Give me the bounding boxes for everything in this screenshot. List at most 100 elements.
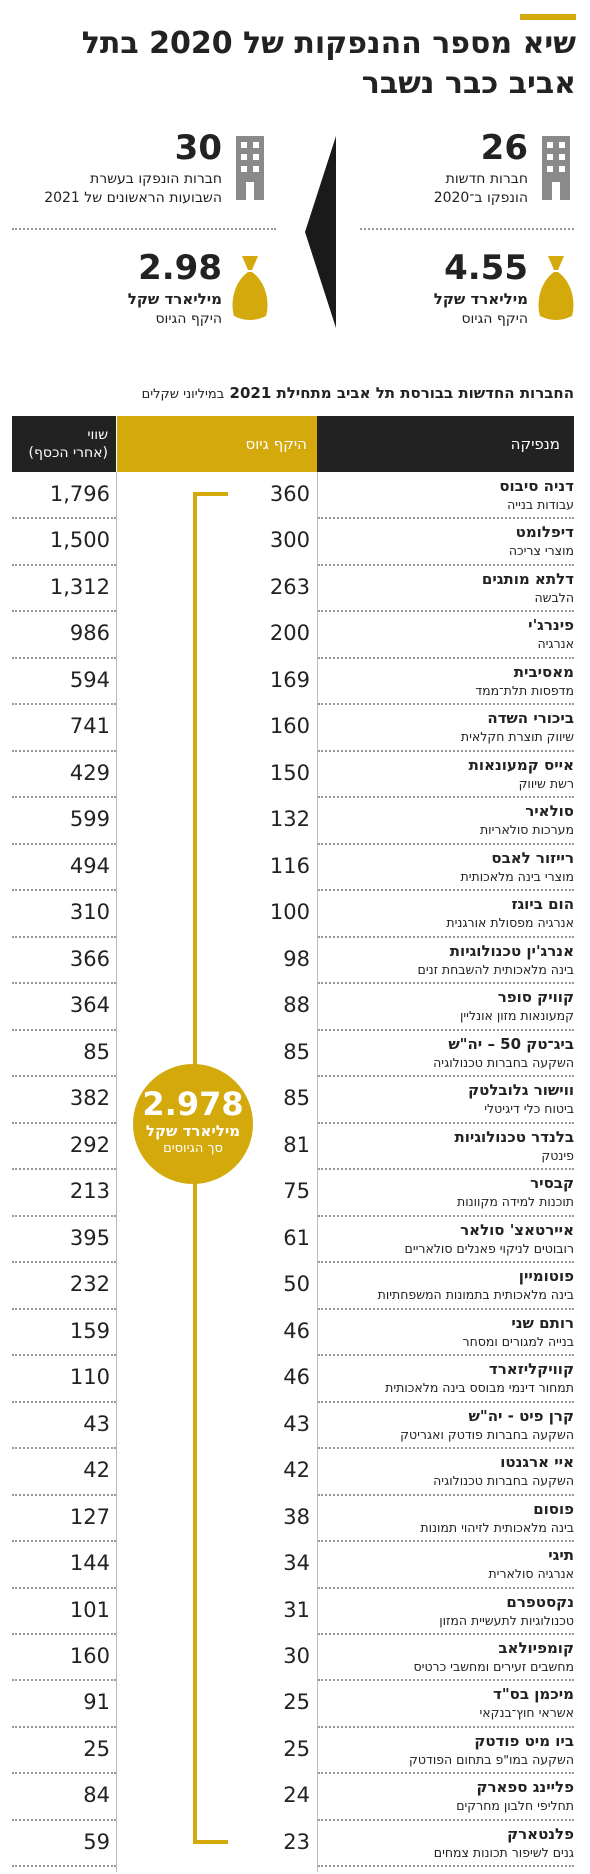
- raise-amount: 25: [283, 1736, 310, 1761]
- row-divider: [12, 563, 116, 566]
- building-icon: [236, 136, 264, 200]
- stat-count: 26: [480, 128, 528, 168]
- row-divider: [318, 1586, 574, 1589]
- raise-amount: 98: [283, 946, 310, 971]
- company-sector: השקעה בחברות טכנולוגיה: [433, 1473, 574, 1489]
- company-name: קוויק סופר: [497, 988, 574, 1007]
- valuation: 494: [69, 853, 110, 878]
- company-sector: תמחור דינמי מבוסס בינה מלאכותית: [385, 1380, 574, 1396]
- raise-amount: 30: [283, 1644, 310, 1668]
- raise-amount: 50: [283, 1272, 310, 1297]
- company-sector: אשראי חוץ־בנקאי: [479, 1705, 574, 1721]
- raise-amount: 88: [283, 993, 310, 1018]
- divider: [12, 228, 276, 230]
- raise-amount: 46: [283, 1365, 310, 1390]
- row-divider: [12, 1354, 116, 1357]
- company-name: נקסטפרם: [506, 1592, 574, 1611]
- valuation: 127: [69, 1504, 110, 1529]
- row-divider: [318, 1818, 574, 1821]
- company-sector: השקעה במו"פ בתחום הפודטק: [409, 1751, 574, 1767]
- raise-amount: 31: [283, 1597, 310, 1622]
- row-divider: [12, 935, 116, 938]
- row-divider: [318, 1679, 574, 1682]
- row-divider: [12, 982, 116, 985]
- raise-amount: 23: [283, 1829, 310, 1854]
- company-sector: שיווק תוצרת חקלאית: [460, 729, 574, 745]
- row-divider: [318, 749, 574, 752]
- column-rule: [116, 472, 117, 1872]
- company-sector: עבודות בנייה: [507, 497, 574, 512]
- stat-count: 30: [174, 128, 222, 168]
- row-divider: [12, 842, 116, 845]
- row-divider: [12, 656, 116, 659]
- row-divider: [12, 889, 116, 892]
- row-divider: [12, 1679, 116, 1682]
- company-sector: קמעונאות מזון אונליין: [459, 1008, 574, 1024]
- table-unit: במיליוני שקלים: [141, 387, 225, 402]
- row-divider: [12, 1633, 116, 1635]
- company-name: הום ביוגז: [511, 895, 574, 914]
- row-divider: [318, 982, 574, 985]
- company-name: סולאיר: [525, 802, 574, 821]
- stat-text: חברות הונפקו בעשרת: [90, 171, 222, 187]
- valuation: 84: [83, 1783, 110, 1808]
- company-name: ביכורי השדה: [487, 709, 574, 728]
- row-divider: [318, 1493, 574, 1496]
- raise-amount: 160: [269, 714, 310, 739]
- valuation: 1,500: [49, 528, 110, 553]
- company-name: רייזור לאבס: [491, 848, 574, 867]
- company-name: בלנדר טכנולוגיות: [454, 1127, 574, 1146]
- title: שיא מספר ההנפקות של 2020 בתל אביב כבר נש…: [81, 26, 576, 101]
- row-divider: [12, 1121, 116, 1124]
- company-sector: הלבשה: [534, 589, 574, 605]
- company-sector: פינטק: [541, 1147, 574, 1163]
- row-divider: [12, 1725, 116, 1728]
- company-sector: מערכות סולאריות: [479, 822, 574, 838]
- row-divider: [12, 1540, 116, 1543]
- row-divider: [12, 1865, 116, 1868]
- row-divider: [12, 517, 116, 520]
- raise-amount: 46: [283, 1318, 310, 1343]
- company-name: רותם שני: [511, 1313, 574, 1332]
- valuation: 110: [69, 1365, 110, 1390]
- header-raise-cell: היקף גיוס: [117, 416, 317, 472]
- row-divider: [318, 1400, 574, 1403]
- row-divider: [318, 1307, 574, 1310]
- valuation: 594: [69, 667, 110, 692]
- company-sector: בינה מלאכותית בתמונות המשפחתיות: [377, 1287, 574, 1303]
- valuation: 232: [69, 1272, 110, 1297]
- moneybag-icon: [538, 256, 574, 320]
- company-name: פוטומיין: [518, 1267, 574, 1286]
- divider: [360, 228, 574, 230]
- raise-amount: 100: [269, 900, 310, 925]
- stat-text: הונפקו ב־2020: [433, 190, 528, 206]
- company-sector: גנים לשיפור תכונות צמחים: [433, 1844, 574, 1860]
- company-sector: ביטוח כלי דיגיטלי: [484, 1101, 574, 1117]
- raise-amount: 75: [283, 1179, 310, 1204]
- company-name: ווישור גלובלטק: [468, 1081, 574, 1100]
- company-sector: מוצרי בינה מלאכותית: [460, 868, 575, 884]
- valuation: 1,796: [49, 482, 110, 506]
- raise-amount: 169: [269, 667, 310, 692]
- raise-amount: 38: [283, 1504, 310, 1529]
- row-divider: [12, 1447, 116, 1450]
- row-divider: [318, 1725, 574, 1728]
- column-rule: [317, 472, 318, 1872]
- accent-bar: [520, 14, 576, 20]
- row-divider: [318, 610, 574, 613]
- row-divider: [12, 1400, 116, 1403]
- row-divider: [318, 563, 574, 566]
- company-name: מאסיבית: [513, 662, 574, 681]
- stat-label: היקף הגיוס: [461, 311, 528, 327]
- stat-text: חברות חדשות: [445, 171, 528, 187]
- company-name: דלתא מותגים: [481, 569, 574, 588]
- raise-amount: 200: [269, 621, 310, 646]
- row-divider: [318, 703, 574, 706]
- row-divider: [318, 1261, 574, 1264]
- header-name: מנפיקה: [510, 435, 560, 453]
- valuation: 395: [69, 1225, 110, 1250]
- row-divider: [12, 1214, 116, 1217]
- valuation: 382: [69, 1086, 110, 1111]
- company-name: פוסום: [533, 1499, 574, 1518]
- company-sector: רובוטים לניקוי פאנלים סולאריים: [404, 1240, 574, 1256]
